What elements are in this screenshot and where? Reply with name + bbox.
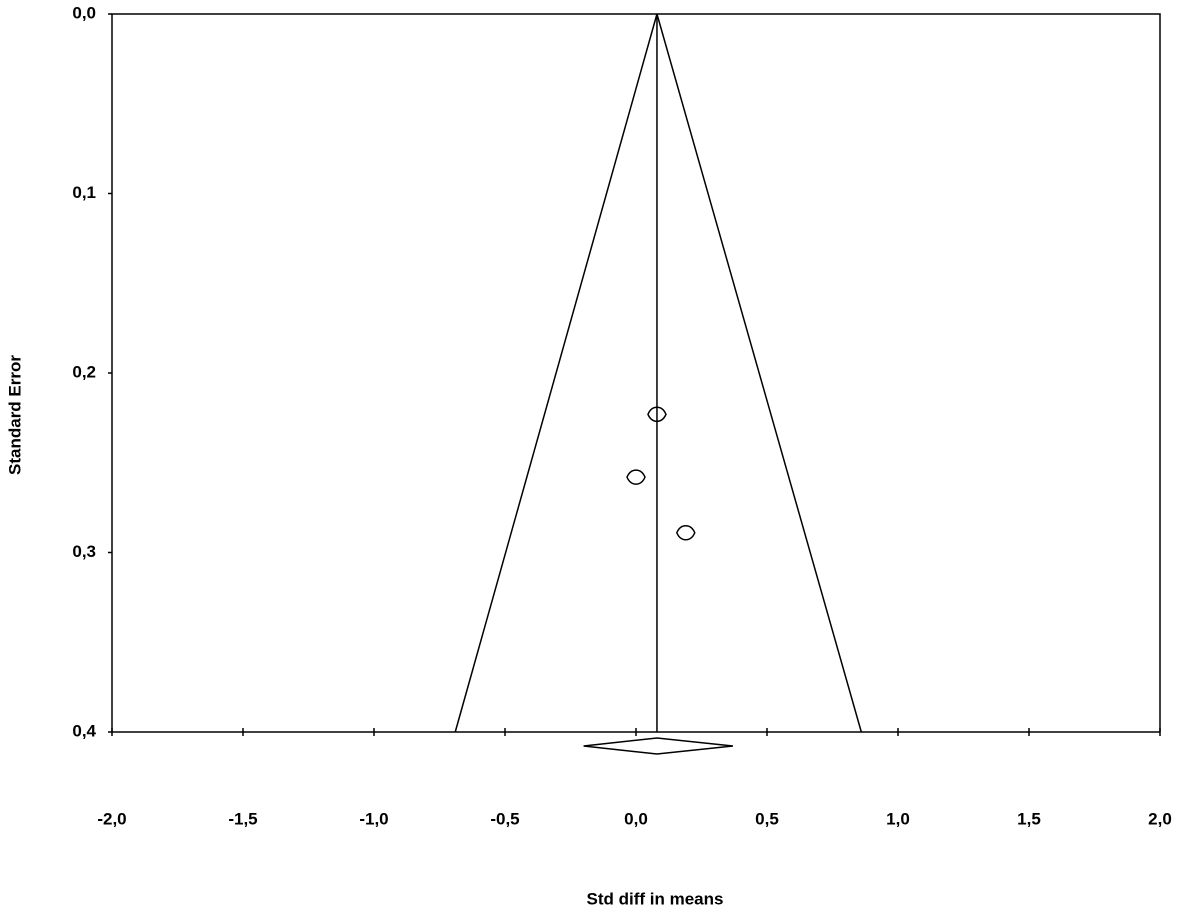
plot-frame: [111, 13, 1161, 732]
x-tick-label: -2,0: [97, 809, 126, 828]
y-axis-label: Standard Error: [5, 355, 24, 475]
study-point: [675, 525, 696, 541]
x-tick-label: 1,0: [886, 809, 910, 828]
x-tick-label: 1,5: [1017, 809, 1041, 828]
y-tick-label: 0,0: [72, 3, 96, 22]
summary-diamond: [583, 737, 734, 755]
y-tick-label: 0,3: [72, 542, 96, 561]
y-tick-label: 0,1: [72, 183, 96, 202]
funnel-left: [454, 13, 658, 733]
study-point: [647, 406, 667, 423]
y-tick-label: 0,4: [72, 721, 96, 740]
x-tick-label: 0,0: [624, 809, 648, 828]
x-tick-label: 2,0: [1148, 809, 1172, 828]
study-point: [626, 469, 646, 485]
x-axis-label: Std diff in means: [587, 889, 724, 908]
funnel-right: [656, 13, 863, 733]
y-tick-label: 0,2: [72, 362, 96, 381]
x-tick-label: 0,5: [755, 809, 779, 828]
x-tick-label: -1,5: [228, 809, 257, 828]
x-tick-label: -1,0: [359, 809, 388, 828]
x-tick-label: -0,5: [490, 809, 519, 828]
